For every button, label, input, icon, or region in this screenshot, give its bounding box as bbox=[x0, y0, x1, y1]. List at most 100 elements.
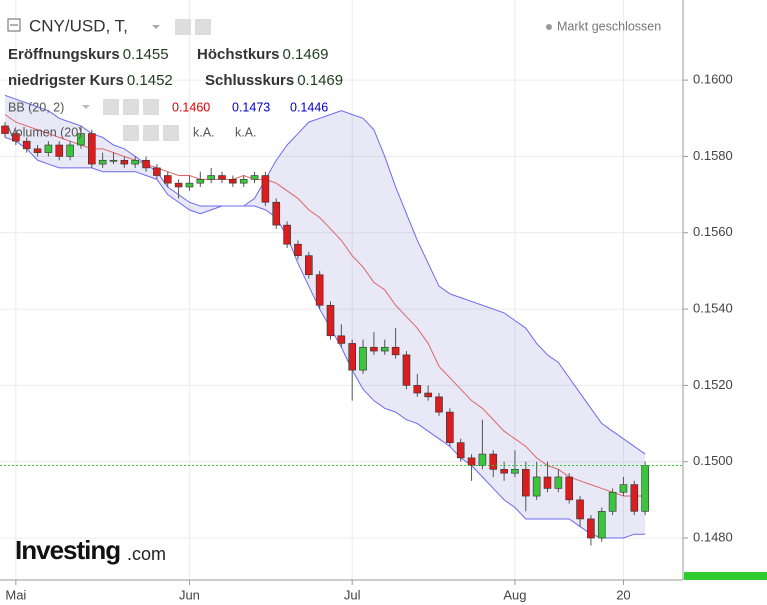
ohlc-value: 0.1469 bbox=[283, 46, 329, 63]
candle-body bbox=[304, 255, 313, 276]
candle-body bbox=[12, 133, 20, 142]
candle-body bbox=[185, 182, 194, 188]
x-tick-label: Jul bbox=[344, 587, 361, 602]
dropdown-arrow[interactable] bbox=[82, 105, 90, 109]
candle-body bbox=[532, 476, 541, 497]
settings-icon[interactable] bbox=[195, 19, 211, 35]
candle-body bbox=[163, 175, 172, 184]
symbol-title: CNY/USD, T, bbox=[29, 16, 128, 35]
candle-body bbox=[22, 140, 31, 150]
candle-body bbox=[98, 159, 107, 165]
band-lower bbox=[4, 136, 646, 539]
dropdown-arrow[interactable] bbox=[152, 25, 160, 29]
candle-body bbox=[250, 175, 259, 180]
candle-body bbox=[229, 179, 237, 184]
eye-icon[interactable] bbox=[175, 19, 191, 35]
candle-body bbox=[511, 469, 519, 474]
band-upper bbox=[4, 94, 646, 455]
candle-body bbox=[489, 453, 498, 470]
y-tick-label: 0.1580 bbox=[693, 148, 733, 163]
candle-body bbox=[1, 125, 9, 134]
candle-body bbox=[576, 499, 584, 520]
x-tick-label: 20 bbox=[616, 587, 630, 602]
candle-body bbox=[142, 159, 150, 169]
x-tick-label: Aug bbox=[503, 587, 526, 602]
candle-body bbox=[380, 346, 389, 352]
y-tick-label: 0.1520 bbox=[693, 377, 733, 392]
y-tick-label: 0.1540 bbox=[693, 301, 733, 316]
band-middle bbox=[4, 114, 646, 497]
market-status: Markt geschlossen bbox=[557, 19, 661, 33]
close-icon[interactable] bbox=[163, 125, 179, 141]
eye-icon[interactable] bbox=[123, 125, 139, 141]
candle-body bbox=[207, 175, 215, 180]
candle-body bbox=[619, 484, 628, 493]
candle-body bbox=[478, 453, 487, 466]
bb-label: BB (20, 2) bbox=[8, 100, 64, 114]
candle-body bbox=[359, 346, 367, 371]
y-tick-label: 0.1480 bbox=[693, 529, 733, 544]
x-tick-label: Jun bbox=[179, 587, 200, 602]
candle-body bbox=[109, 159, 118, 162]
candle-body bbox=[543, 476, 552, 489]
ohlc-label: Eröffnungskurs bbox=[8, 46, 120, 63]
volume-label: Volumen (20) bbox=[8, 125, 82, 139]
candle-body bbox=[120, 159, 129, 165]
candle-body bbox=[77, 133, 85, 146]
ohlc-legend: Eröffnungskurs 0.1455 Höchstkurs 0.1469 nied… bbox=[8, 46, 343, 89]
candle-body bbox=[131, 159, 139, 165]
candle-body bbox=[554, 476, 563, 489]
ohlc-label: Höchstkurs bbox=[197, 46, 280, 63]
ohlc-value: 0.1455 bbox=[123, 46, 169, 63]
candle-body bbox=[44, 144, 53, 153]
y-tick-label: 0.1600 bbox=[693, 72, 733, 87]
logo-suffix: .com bbox=[127, 544, 166, 564]
candle-body bbox=[608, 491, 617, 512]
candle-body bbox=[294, 243, 302, 256]
candle-body bbox=[435, 396, 443, 413]
eye-icon[interactable] bbox=[103, 99, 119, 115]
settings-icon[interactable] bbox=[123, 99, 139, 115]
candle-body bbox=[337, 335, 346, 344]
candle-body bbox=[565, 476, 574, 501]
volume-value: k.A. bbox=[235, 125, 257, 139]
close-icon[interactable] bbox=[143, 99, 159, 115]
candle-body bbox=[196, 179, 205, 184]
candle-body bbox=[630, 484, 639, 512]
candle-body bbox=[413, 385, 422, 394]
candle-body bbox=[239, 179, 248, 184]
x-tick-label: Mai bbox=[5, 587, 26, 602]
status-dot bbox=[546, 24, 552, 30]
candle-body bbox=[597, 511, 606, 539]
candle-body bbox=[424, 392, 432, 398]
bb-value: 0.1473 bbox=[232, 100, 270, 114]
bb-value: 0.1446 bbox=[290, 100, 328, 114]
volume-value: k.A. bbox=[193, 125, 215, 139]
candle-body bbox=[456, 442, 465, 459]
settings-icon[interactable] bbox=[143, 125, 159, 141]
candle-body bbox=[55, 144, 64, 157]
ohlc-label: niedrigster Kurs bbox=[8, 72, 124, 89]
candle-body bbox=[370, 346, 378, 352]
candle-body bbox=[391, 346, 400, 356]
candle-body bbox=[500, 469, 508, 474]
candle-body bbox=[88, 133, 96, 165]
candle-body bbox=[315, 274, 324, 306]
candle-body bbox=[174, 182, 183, 188]
last-price-marker bbox=[684, 572, 767, 580]
band-fill bbox=[5, 95, 646, 539]
candle-body bbox=[467, 457, 476, 466]
candle-body bbox=[348, 343, 357, 371]
candle-body bbox=[33, 148, 42, 153]
ohlc-value: 0.1452 bbox=[127, 72, 173, 89]
candle-body bbox=[402, 354, 411, 386]
y-tick-label: 0.1560 bbox=[693, 224, 733, 239]
ohlc-label: Schlusskurs bbox=[205, 72, 294, 89]
candle-body bbox=[261, 175, 270, 203]
candle-body bbox=[587, 518, 595, 539]
logo: Investing bbox=[15, 535, 120, 565]
candle-body bbox=[218, 175, 226, 180]
candle-body bbox=[272, 201, 281, 226]
